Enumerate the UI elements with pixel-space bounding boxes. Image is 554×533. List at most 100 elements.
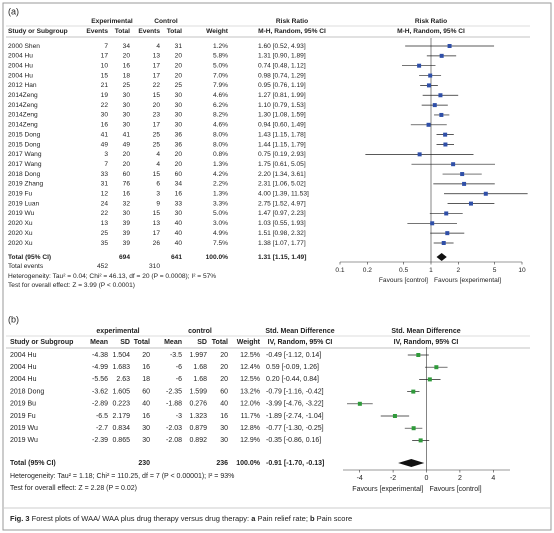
cell: 5.0%: [213, 62, 228, 69]
cell: 25: [153, 131, 161, 138]
cell: 22: [153, 82, 161, 89]
cell: 60: [220, 388, 228, 395]
tick-label: 0.2: [363, 267, 372, 274]
cell: 7.9%: [213, 82, 228, 89]
cell: 34: [175, 181, 183, 188]
study-name: 2018 Dong: [10, 388, 44, 395]
study-name: 2015 Dong: [8, 131, 41, 138]
cell: 20: [175, 151, 183, 158]
point-estimate: [439, 112, 444, 117]
cell: 30: [101, 112, 109, 119]
ci-text: 0.20 [-0.44, 0.84]: [266, 376, 319, 383]
study-name: 2004 Hu: [8, 72, 33, 79]
total-ci: -0.91 [-1.70, -0.13]: [266, 460, 324, 467]
cell: 4: [156, 161, 160, 168]
cell: 13: [153, 53, 161, 60]
point-estimate: [357, 401, 362, 406]
cell: 30: [123, 210, 131, 217]
ci-text: -0.77 [-1.30, -0.25]: [266, 425, 324, 432]
cell: 8.0%: [213, 131, 228, 138]
cell: 49: [123, 141, 131, 148]
point-estimate: [443, 132, 448, 137]
tick-label: 0.5: [399, 267, 408, 274]
cell: -6: [176, 364, 182, 371]
cell: 30: [175, 122, 183, 129]
column-header: Mean: [90, 339, 108, 346]
cell: 0.8%: [213, 151, 228, 158]
cell: -3.62: [92, 388, 108, 395]
cell: 4: [156, 151, 160, 158]
ci-text: 0.75 [0.19, 2.93]: [258, 151, 306, 158]
group-header: experimental: [96, 328, 139, 335]
ci-text: -0.79 [-1.16, -0.42]: [266, 388, 324, 395]
cell: 17: [153, 62, 161, 69]
study-name: 2014Zeng: [8, 92, 38, 99]
cell: 0.865: [112, 437, 130, 444]
cell: 22: [101, 210, 109, 217]
cell: -5.56: [92, 376, 108, 383]
ci-text: 1.60 [0.52, 4.93]: [258, 43, 306, 50]
cell: 4.2%: [213, 171, 228, 178]
study-name: 2019 Zhang: [8, 181, 44, 188]
cell: 30: [175, 210, 183, 217]
point-estimate: [445, 231, 450, 236]
cell: 25: [123, 82, 131, 89]
point-estimate: [427, 377, 432, 382]
ci-text: 1.75 [0.61, 5.05]: [258, 161, 306, 168]
tick-label: 1: [429, 267, 433, 274]
summary-diamond: [398, 459, 425, 467]
favours-right: Favours [control]: [430, 486, 482, 493]
cell: 1.68: [193, 376, 207, 383]
cell: 1.683: [112, 364, 130, 371]
cell: 49: [101, 141, 109, 148]
caption-text: Pain score: [315, 514, 353, 523]
cell: 0.834: [112, 425, 130, 432]
cell: 30: [123, 112, 131, 119]
cell: 39: [123, 240, 131, 247]
cell: 6: [156, 181, 160, 188]
ci-text: 0.94 [0.60, 1.49]: [258, 122, 306, 129]
cell: 16: [123, 191, 131, 198]
caption-text: Pain relief rate;: [255, 514, 310, 523]
total-label: Total (95% CI): [10, 460, 56, 467]
cell: 5.0%: [213, 210, 228, 217]
caption: Fig. 3 Forest plots of WAA/ WAA plus dru…: [10, 514, 352, 523]
ci-text: 2.31 [1.06, 5.02]: [258, 181, 306, 188]
cell: -6.5: [96, 413, 108, 420]
column-header: Events: [138, 28, 160, 35]
cell: 1.504: [112, 352, 130, 359]
point-estimate: [444, 211, 449, 216]
cell: 35: [101, 240, 109, 247]
tick-label: 2: [457, 267, 461, 274]
cell: -4.99: [92, 364, 108, 371]
study-name: 2019 Fu: [10, 413, 36, 420]
cell: 32: [123, 200, 131, 207]
cell: 19: [101, 92, 109, 99]
cell: 76: [123, 181, 131, 188]
cell: 7: [104, 161, 108, 168]
tick-label: -2: [390, 475, 396, 482]
cell: 36: [175, 131, 183, 138]
group-header: Std. Mean Difference: [265, 328, 334, 335]
point-estimate: [430, 221, 435, 226]
ci-text: 2.75 [1.52, 4.97]: [258, 200, 306, 207]
ci-text: 0.59 [-0.09, 1.26]: [266, 364, 319, 371]
tick-label: 2: [458, 475, 462, 482]
study-name: 2020 Xu: [8, 230, 33, 237]
cell: 60: [123, 171, 131, 178]
cell: 30: [123, 122, 131, 129]
cell: 12.5%: [240, 352, 260, 359]
total-exp: 230: [138, 460, 150, 467]
cell: 0.223: [112, 401, 130, 408]
column-header: M-H, Random, 95% CI: [258, 28, 326, 35]
cell: 31: [175, 43, 183, 50]
ci-text: 1.31 [0.90, 1.89]: [258, 53, 306, 60]
cell: 40: [175, 230, 183, 237]
heterogeneity: Heterogeneity: Tau² = 1.18; Chi² = 110.2…: [10, 473, 234, 480]
cell: 10: [101, 62, 109, 69]
caption-b: b: [310, 514, 315, 523]
point-estimate: [428, 73, 433, 78]
study-name: 2004 Hu: [10, 352, 37, 359]
ci-text: 1.44 [1.15, 1.79]: [258, 141, 306, 148]
ci-text: 1.10 [0.79, 1.53]: [258, 102, 306, 109]
